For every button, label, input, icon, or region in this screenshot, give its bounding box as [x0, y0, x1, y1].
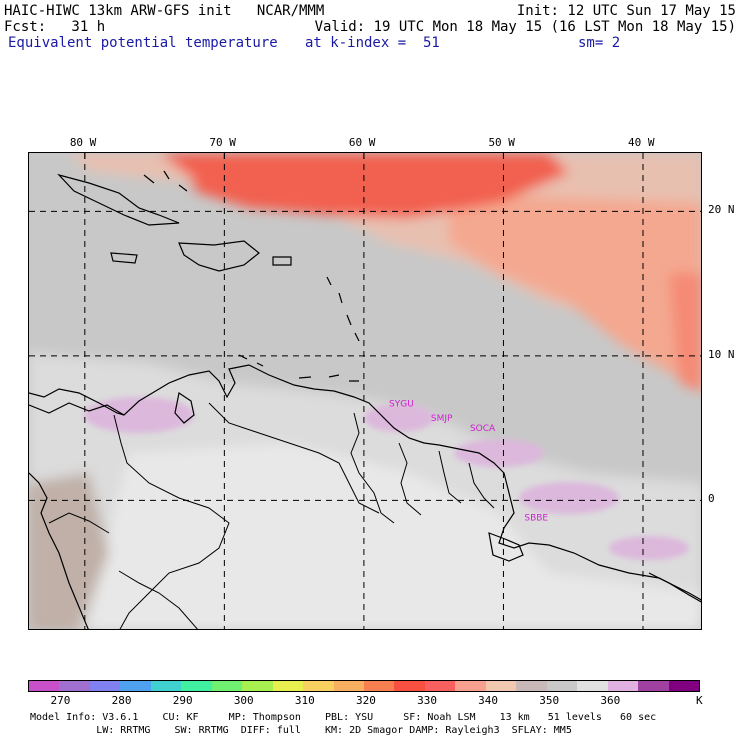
map-panel: SYGU SMJP SOCA SBBE: [28, 152, 702, 630]
model-title: HAIC-HIWC 13km ARW-GFS init NCAR/MMM: [4, 3, 325, 19]
colorbar-label: 290: [172, 694, 193, 707]
lat-tick-label: 20 N: [708, 203, 735, 217]
lat-tick-label: 10 N: [708, 347, 735, 361]
coast-puerto-rico: [272, 256, 292, 266]
colorbar-label: 310: [294, 694, 315, 707]
lon-tick-label: 60 W: [348, 136, 376, 149]
coast-lesser-antilles: [326, 276, 360, 342]
coast-cuba: [57, 173, 180, 226]
colorbar-swatch: [120, 681, 151, 691]
model-info-line1: Model Info: V3.6.1 CU: KF MP: Thompson P…: [30, 712, 657, 723]
smoothing: sm= 2: [578, 35, 621, 51]
map-canvas: SYGU SMJP SOCA SBBE: [29, 153, 701, 629]
colorbar-swatch: [333, 681, 364, 691]
field-lightest-south: [89, 443, 701, 629]
colorbar-label: 280: [111, 694, 132, 707]
coast-jamaica: [110, 252, 138, 264]
colorbar-label: 350: [539, 694, 560, 707]
lat-tick-label: 0: [708, 492, 715, 506]
valid-time: Valid: 19 UTC Mon 18 May 15 (16 LST Mon …: [314, 19, 736, 35]
colorbar-swatch: [29, 681, 60, 691]
colorbar-label: 340: [478, 694, 499, 707]
border-peru: [118, 570, 198, 629]
coast-bahamas: [143, 170, 188, 192]
model-info-line2: LW: RRTMG SW: RRTMG DIFF: full KM: 2D Sm…: [30, 725, 572, 736]
field-330-north: [159, 153, 569, 218]
coast-pacific: [29, 472, 89, 629]
colorbar-swatch: [181, 681, 212, 691]
lat-lon-grid: [29, 153, 701, 629]
lavender-patch-2: [364, 404, 434, 432]
colorbar-swatch: [577, 681, 608, 691]
colorbar-swatch: [89, 681, 121, 691]
lavender-patch-3: [454, 439, 544, 467]
coast-south-america-north: [29, 364, 701, 601]
border-guyana-suriname: [398, 442, 422, 516]
colorbar-swatch: [59, 681, 90, 691]
field-west-tan: [29, 473, 109, 629]
field-345-band: [449, 193, 701, 383]
level-index: at k-index = 51: [305, 35, 440, 51]
colorbar-label: 270: [50, 694, 71, 707]
colorbar-label: 360: [600, 694, 621, 707]
coast-marajo: [488, 532, 524, 562]
coast-panama: [29, 388, 125, 416]
station-label: SYGU: [389, 399, 414, 409]
colorbar-swatch: [516, 681, 547, 691]
coast-brazil-ne: [648, 572, 701, 603]
colorbar-swatch: [668, 681, 699, 691]
field-shading: [29, 153, 701, 629]
colorbar-label: 320: [356, 694, 376, 707]
colorbar-swatch: [363, 681, 395, 691]
border-suriname-guiana: [438, 450, 462, 504]
border-venezuela-guyana: [350, 412, 395, 524]
lavender-patch-1: [84, 397, 194, 433]
colorbar-swatch: [242, 681, 273, 691]
country-borders: [48, 402, 495, 629]
colorbar-swatch: [638, 681, 669, 691]
colorbar-swatch: [272, 681, 304, 691]
colorbar-swatch: [303, 681, 334, 691]
lavender-patch-5: [609, 536, 689, 560]
lavender-patch-4: [519, 482, 619, 514]
colorbar-swatch: [424, 681, 456, 691]
station-label: SMJP: [431, 414, 453, 424]
forecast-hour: Fcst: 31 h: [4, 19, 106, 35]
colorbar: [28, 680, 700, 692]
station-label: SBBE: [524, 514, 548, 524]
colorbar-swatch: [394, 681, 425, 691]
colorbar-swatch: [607, 681, 639, 691]
lon-tick-label: 50 W: [488, 136, 515, 149]
colorbar-swatch: [150, 681, 182, 691]
lon-tick-label: 80 W: [69, 136, 97, 149]
border-ecuador: [48, 512, 110, 534]
lon-tick-label: 40 W: [627, 136, 655, 149]
colorbar-label: 330: [417, 694, 437, 707]
field-name: Equivalent potential temperature: [8, 35, 278, 51]
init-time: Init: 12 UTC Sun 17 May 15: [516, 3, 736, 19]
coast-leeward-islands: [238, 354, 359, 382]
colorbar-label: 300: [233, 694, 254, 707]
colorbar-label: K: [696, 694, 703, 707]
border-guiana-brazil: [468, 462, 495, 509]
colorbar-swatch: [455, 681, 486, 691]
field-east-warm: [669, 273, 701, 393]
field-high-values: [84, 397, 689, 560]
colorbar-swatch: [211, 681, 243, 691]
colorbar-swatch: [546, 681, 578, 691]
station-label: SOCA: [470, 424, 496, 434]
coast-lake-maracaibo: [174, 392, 195, 424]
coastlines: [29, 170, 701, 629]
lon-tick-label: 70 W: [209, 136, 236, 149]
border-colombia: [113, 414, 230, 629]
colorbar-swatch: [485, 681, 517, 691]
border-venezuela-brazil: [208, 402, 380, 514]
station-labels: SYGU SMJP SOCA SBBE: [389, 399, 548, 523]
